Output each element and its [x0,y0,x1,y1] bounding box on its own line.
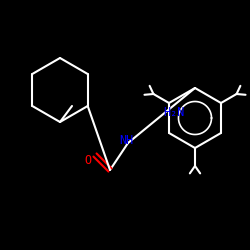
Text: O: O [84,154,91,168]
Text: H₂N: H₂N [163,106,184,118]
Text: NH: NH [119,134,133,146]
